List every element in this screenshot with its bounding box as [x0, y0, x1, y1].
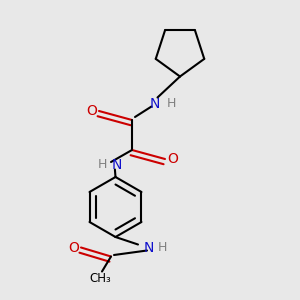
Text: O: O: [86, 104, 97, 118]
Text: H: H: [97, 158, 107, 172]
Text: O: O: [68, 241, 79, 254]
Text: N: N: [143, 241, 154, 254]
Text: O: O: [167, 152, 178, 166]
Text: H: H: [166, 97, 176, 110]
Text: N: N: [111, 158, 122, 172]
Text: N: N: [149, 97, 160, 110]
Text: CH₃: CH₃: [90, 272, 111, 286]
Text: H: H: [157, 241, 167, 254]
